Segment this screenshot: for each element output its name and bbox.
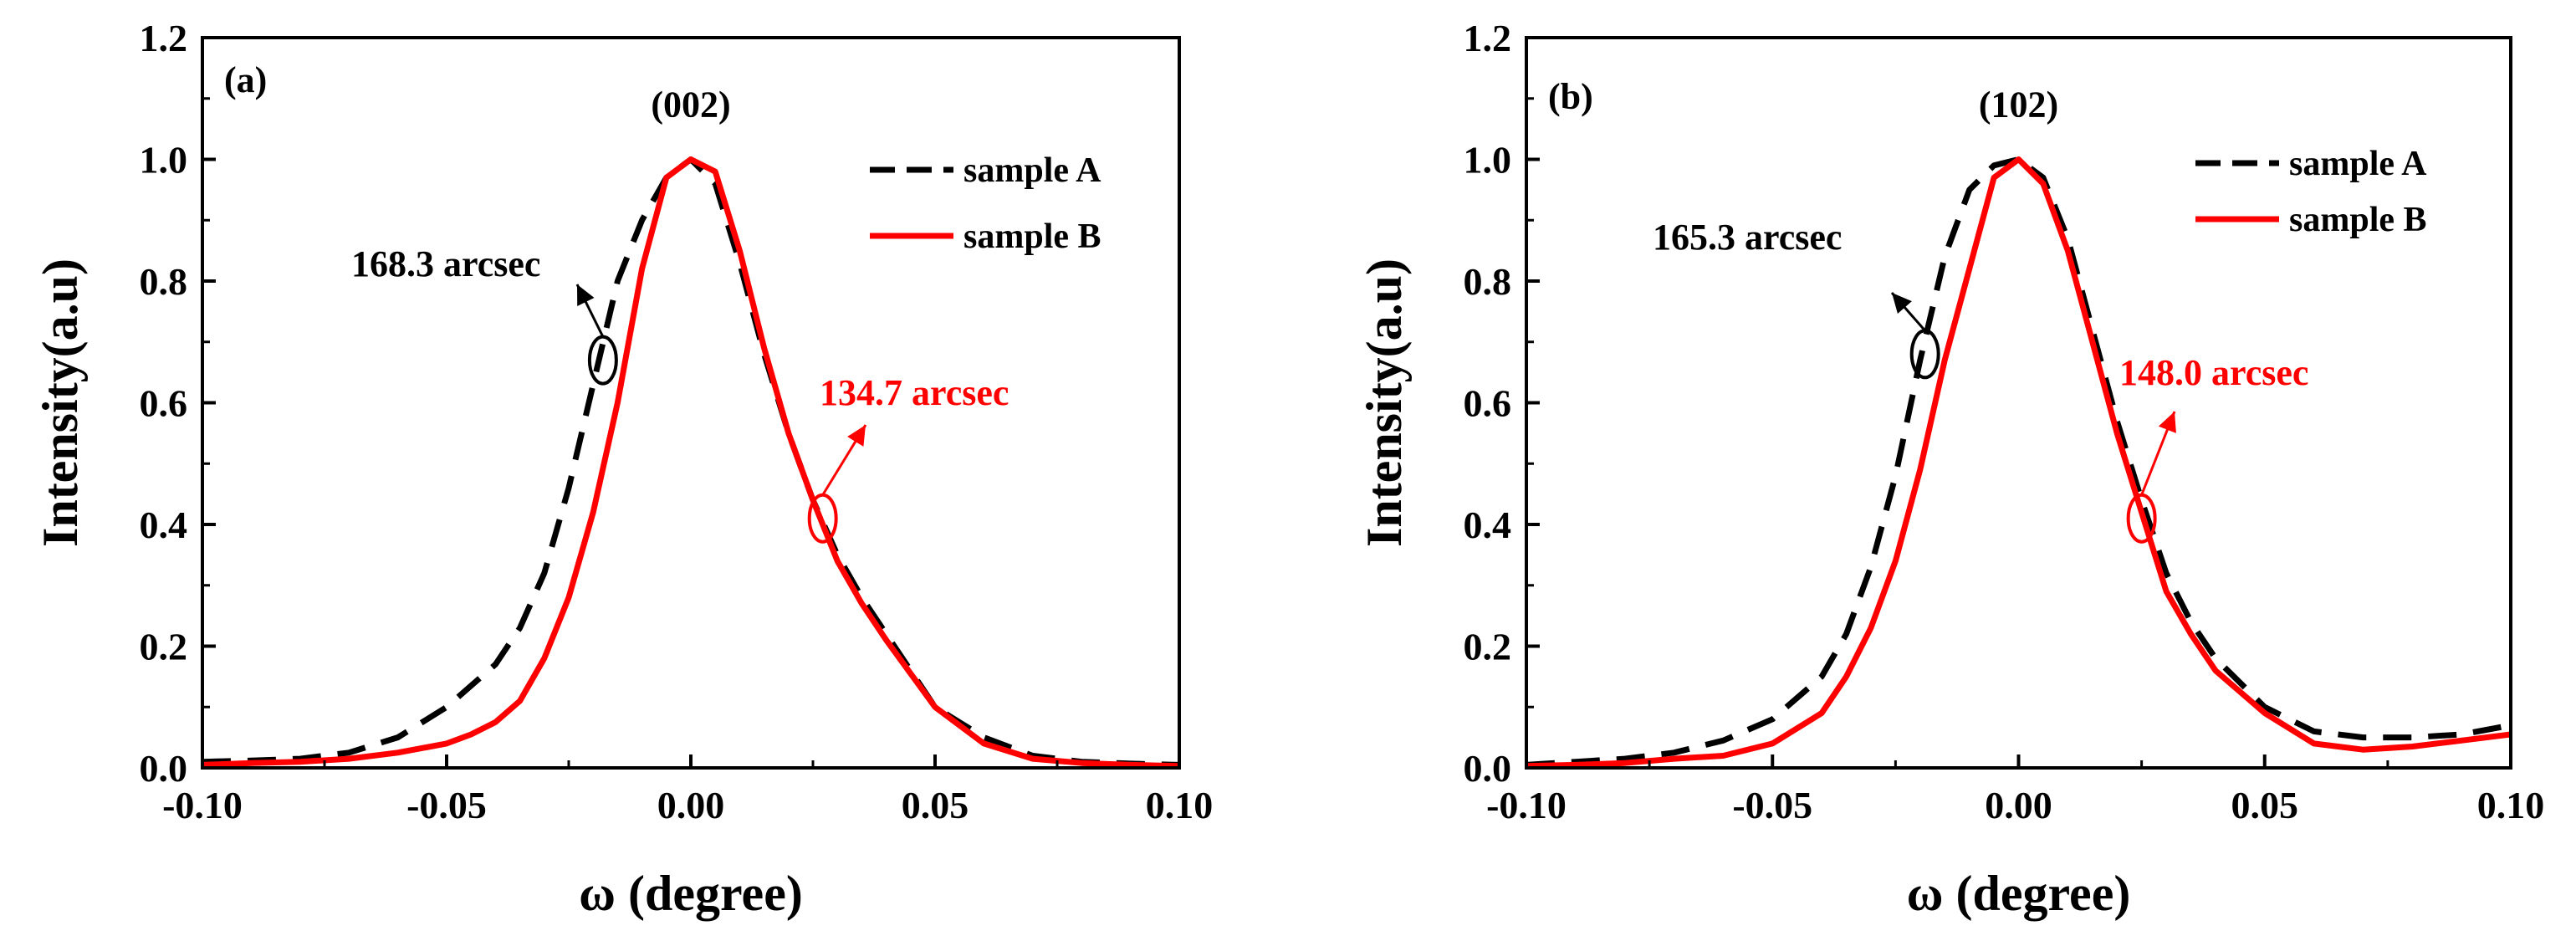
annotation-ellipse [587, 335, 618, 386]
y-tick-label: 0.2 [1464, 626, 1512, 668]
y-tick-label: 0.4 [1464, 504, 1512, 546]
annotation-arrow-head [1892, 293, 1912, 315]
panel-label: (a) [224, 59, 267, 100]
x-tick-label: 0.05 [2231, 784, 2299, 826]
y-tick-label: 0.6 [1464, 382, 1512, 425]
x-axis-title: ω (degree) [1907, 866, 2131, 921]
y-axis-title: Intensity(a.u) [33, 258, 88, 547]
legend-label: sample A [963, 151, 1101, 190]
y-tick-label: 0.6 [140, 382, 188, 425]
series-line-sample-b [1526, 156, 2511, 768]
x-tick-label: 0.00 [657, 784, 725, 826]
y-tick-label: 0.0 [140, 747, 188, 790]
x-tick-label: -0.10 [1486, 784, 1567, 826]
y-tick-label: 0.2 [140, 626, 188, 668]
annotation-text: 168.3 arcsec [351, 243, 540, 284]
y-tick-label: 0.0 [1464, 747, 1512, 790]
x-axis-title: ω (degree) [579, 866, 803, 921]
plot-frame [201, 36, 1181, 770]
series-line-sample-a [1526, 156, 2511, 768]
annotation-arrow-head [2158, 412, 2176, 433]
y-axis-title: Intensity(a.u) [1357, 258, 1412, 547]
legend-label: sample B [2289, 201, 2427, 239]
y-tick-label: 1.2 [1464, 17, 1512, 59]
x-tick-label: -0.10 [162, 784, 243, 826]
annotation-text: 134.7 arcsec [820, 372, 1009, 413]
x-tick-label: -0.05 [1732, 784, 1812, 826]
y-tick-label: 0.8 [140, 260, 188, 303]
legend-label: sample A [2289, 145, 2427, 183]
annotation-text: 148.0 arcsec [2119, 352, 2308, 393]
x-tick-label: -0.05 [406, 784, 487, 826]
chart-panel-b: 0.0 0.2 0.4 0.6 0.8 1.0 1.2 -0.10 -0.05 0.00 0.05 0… [1357, 17, 2544, 921]
peak-label: (102) [1979, 84, 2058, 125]
y-tick-label: 0.4 [140, 504, 188, 546]
series-line-sample-b [202, 156, 1179, 768]
x-tick-label: 0.00 [1985, 784, 2052, 826]
x-tick-label: 0.10 [1146, 784, 1214, 826]
y-tick-label: 1.2 [140, 17, 188, 59]
annotation-arrow-head [577, 284, 595, 306]
y-tick-label: 1.0 [140, 139, 188, 182]
peak-label: (002) [651, 84, 730, 125]
x-tick-label: 0.10 [2477, 784, 2545, 826]
annotation-text: 165.3 arcsec [1653, 217, 1842, 258]
legend-label: sample B [963, 217, 1101, 256]
annotation-ellipse [1909, 329, 1940, 380]
panel-label: (b) [1548, 76, 1593, 117]
y-tick-label: 0.8 [1464, 260, 1512, 303]
chart-panel-a: 0.0 0.2 0.4 0.6 0.8 1.0 1.2 -0.10 -0.05 0.00 0.05 0… [33, 17, 1213, 921]
y-tick-label: 1.0 [1464, 139, 1512, 182]
x-tick-label: 0.05 [902, 784, 969, 826]
annotation-arrow-head [847, 425, 866, 447]
